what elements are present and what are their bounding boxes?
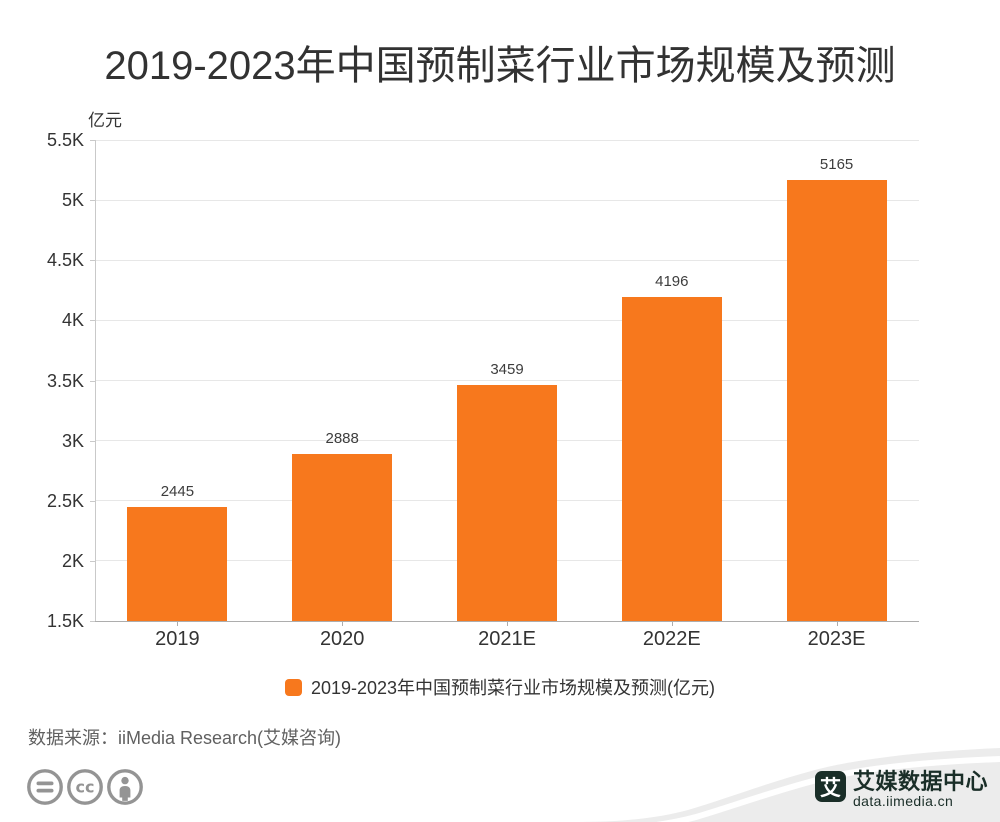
bar-value-label: 4196 bbox=[655, 272, 689, 290]
grid-line bbox=[95, 319, 919, 321]
y-tick-label: 3K bbox=[61, 430, 84, 451]
x-tick-mark bbox=[836, 621, 838, 626]
bar[interactable] bbox=[786, 180, 887, 621]
grid-line bbox=[95, 259, 919, 261]
x-tick-mark bbox=[507, 621, 508, 626]
bar-value-label: 5165 bbox=[819, 156, 854, 174]
attribution-person-icon[interactable] bbox=[106, 768, 144, 806]
brand-url: data.iimedia.cn bbox=[853, 793, 954, 809]
y-tick-label: 2.5K bbox=[46, 490, 84, 511]
equals-icon[interactable] bbox=[26, 768, 64, 806]
cc-icon[interactable]: cc bbox=[66, 768, 104, 806]
y-tick-label: 5K bbox=[61, 190, 84, 211]
brand-name: 艾媒数据中心 bbox=[853, 769, 989, 794]
x-tick-mark bbox=[342, 621, 344, 626]
bar[interactable] bbox=[457, 385, 557, 621]
y-axis-line bbox=[95, 140, 96, 621]
y-tick-mark bbox=[90, 320, 95, 322]
bar[interactable] bbox=[621, 296, 722, 621]
x-tick-label: 2023E bbox=[807, 628, 866, 650]
legend-marker bbox=[284, 678, 302, 696]
y-tick-label: 2K bbox=[61, 550, 84, 571]
y-tick-mark bbox=[90, 560, 95, 562]
y-tick-mark bbox=[90, 440, 95, 442]
y-tick-label: 4K bbox=[61, 310, 84, 331]
y-tick-label: 5.5K bbox=[46, 130, 84, 150]
y-axis-unit-label: 亿元 bbox=[88, 111, 122, 130]
chart-title: 2019-2023年中国预制菜行业市场规模及预测 bbox=[104, 44, 896, 88]
x-tick-label: 2021E bbox=[478, 628, 536, 650]
y-tick-mark bbox=[90, 380, 95, 382]
grid-line bbox=[95, 199, 919, 201]
x-tick-mark bbox=[671, 621, 673, 626]
data-source-text: 数据来源：iiMedia Research(艾媒咨询) bbox=[28, 728, 342, 748]
bar[interactable] bbox=[292, 454, 393, 621]
bar-value-label: 2888 bbox=[325, 430, 359, 448]
y-tick-label: 1.5K bbox=[46, 611, 84, 631]
license-icons: cc bbox=[26, 768, 144, 806]
svg-text:cc: cc bbox=[76, 778, 95, 797]
corner-swoosh bbox=[578, 748, 1000, 822]
x-tick-mark bbox=[177, 621, 179, 626]
grid-line bbox=[95, 139, 919, 141]
x-tick-label: 2019 bbox=[155, 628, 200, 650]
grid-line bbox=[95, 380, 919, 381]
iimedia-logo[interactable]: 艾 艾媒数据中心 data.iimedia.cn bbox=[815, 771, 988, 809]
logo-mark: 艾 bbox=[815, 771, 846, 802]
bar-value-label: 2445 bbox=[160, 483, 195, 501]
y-tick-mark bbox=[90, 260, 95, 262]
y-tick-mark bbox=[90, 140, 95, 141]
y-tick-label: 4.5K bbox=[46, 250, 84, 271]
y-tick-mark bbox=[90, 621, 95, 622]
y-tick-label: 3.5K bbox=[46, 370, 84, 391]
y-tick-mark bbox=[90, 500, 95, 502]
x-tick-label: 2020 bbox=[319, 628, 365, 650]
legend-item[interactable]: 2019-2023年中国预制菜行业市场规模及预测(亿元) bbox=[0, 674, 1000, 700]
legend-label: 2019-2023年中国预制菜行业市场规模及预测(亿元) bbox=[310, 678, 716, 698]
bar-value-label: 3459 bbox=[490, 361, 524, 379]
bar[interactable] bbox=[127, 507, 228, 621]
y-tick-mark bbox=[90, 200, 95, 202]
x-tick-label: 2022E bbox=[642, 628, 701, 650]
